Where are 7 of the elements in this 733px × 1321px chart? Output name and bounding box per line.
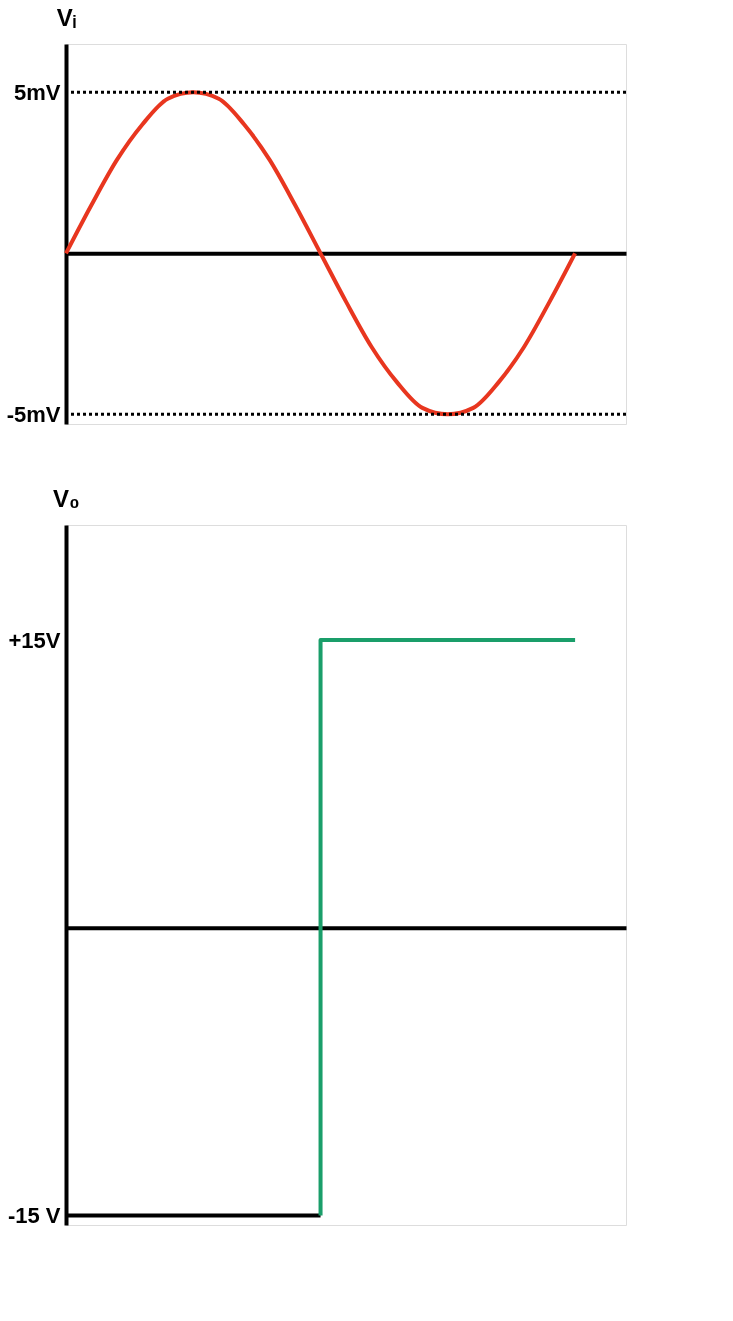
- y-tick-label: -15 V: [7, 1202, 61, 1228]
- y-tick-label: -5mV: [6, 401, 61, 427]
- line-series: [64, 90, 578, 417]
- y-tick-label: 5mV: [14, 79, 61, 105]
- y-tick-label: +15V: [8, 627, 61, 653]
- y-axis-title: V₀: [53, 484, 80, 512]
- y-axis-title: Vᵢ: [56, 3, 77, 31]
